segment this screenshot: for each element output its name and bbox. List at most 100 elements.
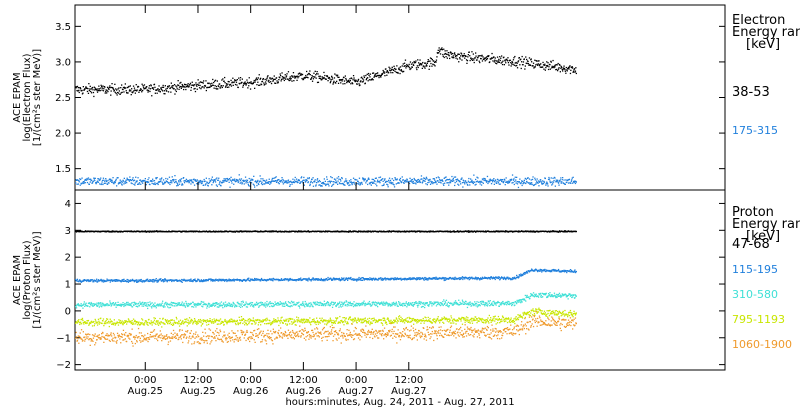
data-point xyxy=(111,181,114,183)
data-point xyxy=(246,278,249,281)
data-point xyxy=(500,62,502,64)
data-point xyxy=(116,89,118,91)
data-point xyxy=(566,70,568,72)
data-point xyxy=(337,278,340,280)
data-point xyxy=(207,185,209,187)
data-point xyxy=(119,182,121,184)
data-point xyxy=(260,278,262,281)
data-point xyxy=(223,302,225,304)
data-point xyxy=(293,80,295,82)
data-point xyxy=(270,182,272,184)
data-point xyxy=(439,181,441,183)
data-point xyxy=(130,305,132,307)
data-point xyxy=(147,304,150,306)
data-point xyxy=(224,86,227,88)
data-point xyxy=(191,84,193,86)
data-point xyxy=(362,81,364,83)
data-point xyxy=(177,303,179,305)
data-point xyxy=(273,78,275,80)
data-point xyxy=(133,179,136,181)
data-point xyxy=(201,182,203,184)
data-point xyxy=(571,179,573,181)
data-point xyxy=(211,305,213,307)
data-point xyxy=(75,86,77,88)
data-point xyxy=(269,183,271,185)
data-point xyxy=(145,305,147,307)
data-point xyxy=(198,183,200,185)
data-point xyxy=(487,182,489,185)
data-point xyxy=(219,302,221,304)
data-point xyxy=(255,278,257,280)
data-point xyxy=(132,180,135,182)
data-point xyxy=(470,231,472,233)
data-point xyxy=(80,281,83,283)
data-point xyxy=(434,278,437,280)
data-point xyxy=(131,278,134,281)
y-axis-label-line: log(Proton Flux) xyxy=(22,240,33,319)
data-point xyxy=(417,66,419,69)
data-point xyxy=(214,305,216,307)
data-point xyxy=(293,301,295,303)
data-point xyxy=(468,230,470,232)
data-point xyxy=(351,82,353,84)
data-point xyxy=(338,279,340,281)
data-point xyxy=(428,179,430,181)
data-point xyxy=(109,178,111,180)
data-point xyxy=(347,231,350,233)
data-point xyxy=(506,230,508,232)
data-point xyxy=(333,80,335,82)
data-point xyxy=(289,184,291,186)
data-point xyxy=(236,84,238,86)
data-point xyxy=(568,68,570,70)
data-point xyxy=(270,81,272,83)
data-point xyxy=(187,179,189,182)
data-point xyxy=(470,178,472,180)
data-point xyxy=(562,182,565,184)
data-point xyxy=(210,179,212,182)
data-point xyxy=(429,230,432,232)
data-point xyxy=(499,179,501,181)
data-point xyxy=(313,72,315,74)
data-point xyxy=(222,78,224,80)
data-point xyxy=(164,85,166,87)
data-point xyxy=(295,77,297,79)
data-point xyxy=(455,179,457,181)
data-point xyxy=(92,180,95,182)
data-point xyxy=(315,279,317,281)
data-point xyxy=(363,76,366,79)
data-point xyxy=(452,55,454,57)
data-point xyxy=(193,306,195,308)
data-point xyxy=(571,177,573,179)
data-point xyxy=(388,230,390,233)
data-point xyxy=(357,79,359,81)
data-point xyxy=(562,70,564,72)
data-point xyxy=(453,57,455,59)
data-point xyxy=(167,306,169,308)
data-point xyxy=(99,179,101,181)
data-point xyxy=(96,278,98,280)
data-point xyxy=(405,231,407,233)
data-point xyxy=(512,59,515,61)
data-point xyxy=(523,273,525,275)
data-point xyxy=(153,83,156,85)
data-point xyxy=(176,280,178,282)
data-point xyxy=(146,305,148,307)
data-point xyxy=(503,56,505,58)
data-point xyxy=(399,177,402,180)
data-point xyxy=(90,301,92,304)
data-point xyxy=(242,179,244,181)
data-point xyxy=(139,303,141,305)
data-point xyxy=(111,231,113,233)
data-point xyxy=(274,301,276,303)
data-point xyxy=(136,181,138,183)
data-point xyxy=(141,302,143,304)
data-point xyxy=(366,73,368,75)
data-point xyxy=(86,181,89,184)
data-point xyxy=(166,90,168,92)
data-point xyxy=(358,177,361,179)
data-point xyxy=(316,182,318,184)
data-point xyxy=(264,78,266,81)
data-point xyxy=(445,176,447,178)
data-point xyxy=(212,84,214,86)
data-point xyxy=(467,184,469,186)
